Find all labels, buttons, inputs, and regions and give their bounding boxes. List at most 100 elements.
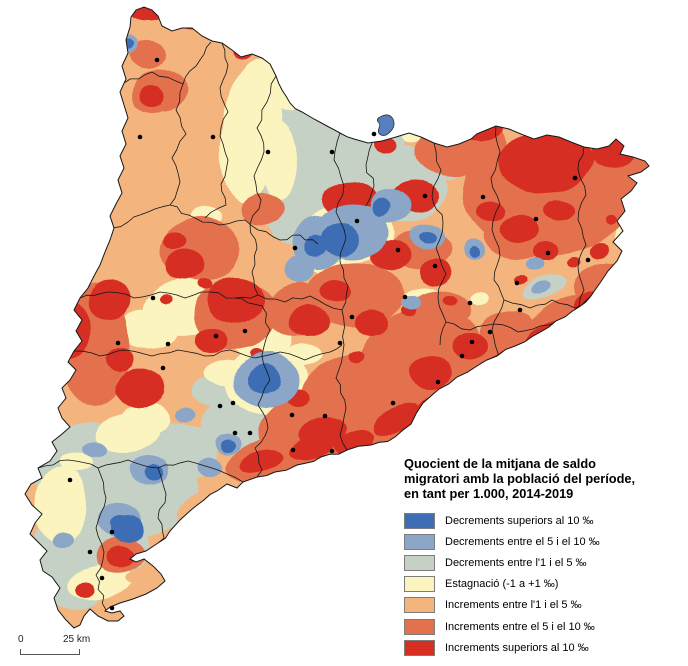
contour-blob — [285, 258, 315, 282]
capital-dot — [329, 448, 335, 454]
capital-dot — [322, 413, 328, 419]
capital-dot — [354, 218, 360, 224]
legend-item: Decrements entre l'1 i el 5 ‰ — [404, 552, 682, 573]
contour-blob — [530, 283, 550, 297]
capital-dot — [109, 605, 115, 611]
contour-blob — [347, 349, 363, 361]
contour-blob — [159, 295, 171, 305]
contour-blob — [410, 290, 470, 330]
legend-item: Increments superiors al 10 ‰ — [404, 637, 682, 658]
comarca-boundary — [37, 459, 244, 483]
capital-dot — [533, 216, 539, 222]
capital-dot — [67, 477, 73, 483]
legend-label: Decrements superiors al 10 ‰ — [445, 514, 594, 527]
contour-blob — [601, 122, 615, 134]
contour-blob — [197, 459, 223, 477]
capital-dot — [154, 57, 160, 63]
capital-dot — [402, 294, 408, 300]
contour-blob — [497, 132, 593, 192]
scale-start-label: 0 — [18, 634, 24, 645]
comarca-boundary — [249, 75, 277, 296]
legend-swatch — [404, 512, 435, 529]
comarca-boundary — [365, 142, 375, 207]
choropleth-blobs — [31, 7, 649, 610]
contour-blob — [106, 545, 134, 567]
contour-blob — [165, 249, 205, 281]
contour-blob — [52, 532, 72, 548]
contour-blob — [110, 514, 130, 530]
capital-dots — [67, 57, 591, 611]
comarca-boundary — [79, 291, 259, 299]
capital-dot — [210, 134, 216, 140]
contour-blob — [290, 306, 330, 338]
capital-dot — [329, 149, 335, 155]
contour-blob — [122, 40, 134, 50]
contour-blob — [140, 86, 164, 106]
capital-dot — [160, 365, 166, 371]
contour-blob — [50, 300, 90, 360]
capital-dot — [395, 247, 401, 253]
contour-blob — [304, 237, 328, 259]
capital-dot — [390, 400, 396, 406]
contour-blob — [408, 355, 452, 389]
scale-end-label: 25 km — [63, 634, 91, 645]
capital-dot — [514, 280, 520, 286]
comarca-boundary — [335, 309, 348, 451]
comarca-boundaries — [37, 41, 592, 611]
contour-blob — [500, 215, 540, 241]
map-legend: Quocient de la mitjana de saldo migrator… — [404, 456, 682, 658]
legend-item: Decrements superiors al 10 ‰ — [404, 510, 682, 531]
contour-blob — [240, 192, 284, 224]
comarca-boundary — [95, 467, 107, 611]
capital-dot — [435, 379, 441, 385]
contour-blob — [59, 452, 91, 472]
capital-dot — [459, 353, 465, 359]
capital-dot — [265, 149, 271, 155]
contour-blob — [198, 280, 212, 290]
contour-blob — [418, 259, 452, 285]
scale-bracket — [20, 649, 80, 655]
contour-blob — [545, 199, 575, 221]
contour-blob — [373, 137, 397, 153]
comarca-boundary — [73, 344, 343, 361]
legend-label: Increments entre l'1 i el 5 ‰ — [445, 599, 582, 612]
contour-blob — [604, 215, 616, 225]
scale-bar: 0 25 km — [14, 634, 124, 660]
capital-dot — [165, 341, 171, 347]
contour-blob — [445, 103, 455, 111]
capital-dot — [213, 333, 219, 339]
legend-title-line-3: en tant per 1.000, 2014-2019 — [404, 486, 574, 501]
capital-dot — [230, 400, 236, 406]
comarca-boundary — [257, 294, 343, 311]
legend-swatch — [404, 639, 435, 656]
contour-blob — [533, 241, 557, 259]
capital-dot — [467, 300, 473, 306]
capital-dot — [292, 245, 298, 251]
legend-swatch — [404, 576, 435, 593]
comarca-boundary — [169, 83, 187, 206]
comarca-boundary — [333, 132, 349, 311]
capital-dot — [422, 193, 428, 199]
legend-label: Increments entre el 5 i el 10 ‰ — [445, 620, 595, 633]
capital-dot — [137, 134, 143, 140]
contour-blob — [526, 256, 544, 270]
contour-blob — [370, 199, 390, 217]
legend-title-line-2: migratori amb la població del període, — [404, 471, 636, 486]
comarca-boundary — [234, 297, 271, 478]
region-outline — [24, 6, 650, 629]
contour-blob — [163, 231, 187, 249]
legend-swatch — [404, 554, 435, 571]
capital-dot — [150, 295, 156, 301]
contour-blob — [288, 435, 336, 461]
contour-blob — [175, 408, 195, 422]
contour-blob — [321, 223, 359, 257]
contour-blob — [120, 403, 170, 433]
contour-blob — [106, 349, 134, 371]
contour-blob — [77, 581, 97, 597]
capital-dot — [217, 403, 223, 409]
capital-dot — [349, 314, 355, 320]
legend-item: Increments entre el 5 i el 10 ‰ — [404, 616, 682, 637]
contour-blob — [270, 61, 310, 109]
legend-label: Decrements entre el 5 i el 10 ‰ — [445, 535, 600, 548]
